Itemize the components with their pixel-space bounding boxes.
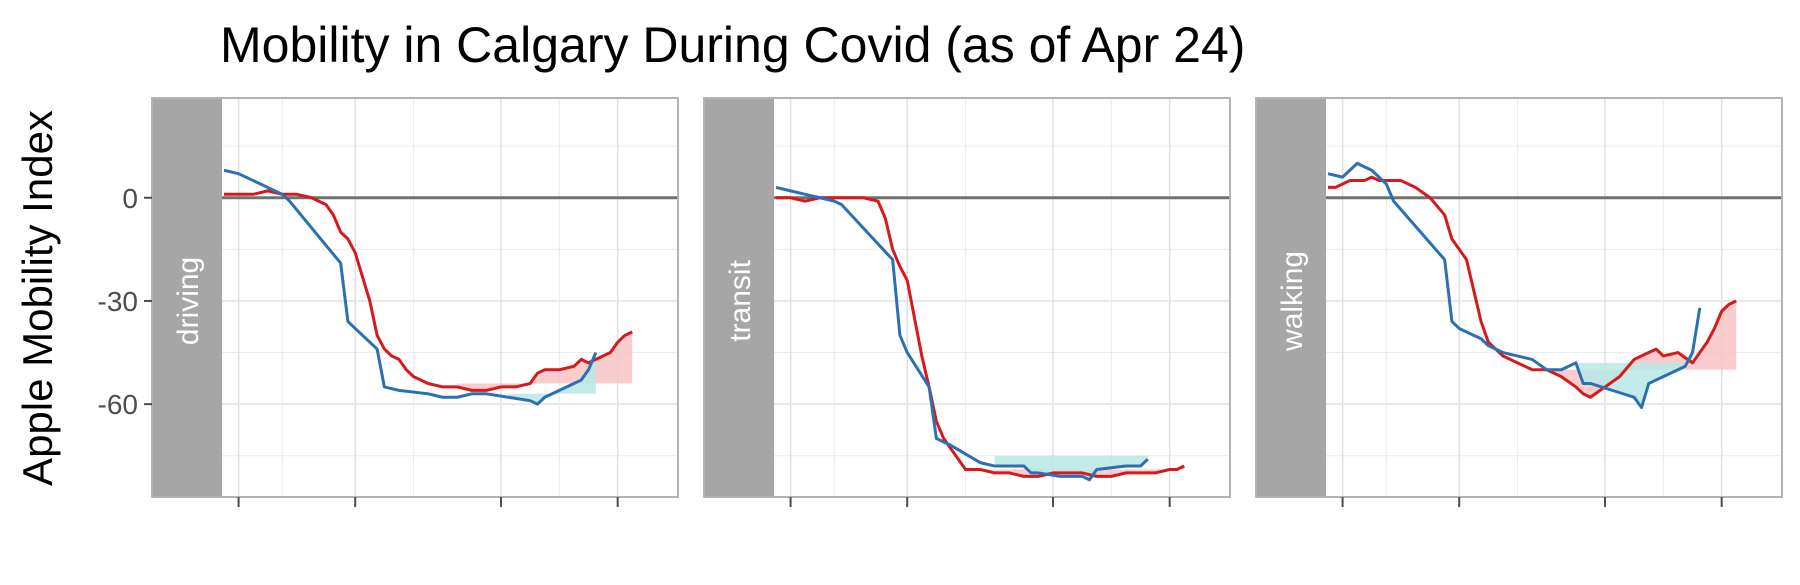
facet-label: transit — [724, 259, 757, 341]
cyan-shaded-area — [508, 352, 596, 405]
cyan-shaded-area — [1575, 352, 1693, 408]
panel-background — [152, 98, 678, 497]
panel-background — [1256, 98, 1782, 497]
y-tick-label: 0 — [122, 183, 138, 214]
facet-label: driving — [172, 257, 205, 345]
chart-title: Mobility in Calgary During Covid (as of … — [220, 17, 1245, 73]
panel-transit: transit — [703, 97, 1231, 507]
cyan-shaded-area — [994, 455, 1148, 480]
panel-border — [1255, 97, 1783, 498]
y-tick-label: -30 — [98, 286, 138, 317]
panel-border — [151, 97, 679, 498]
facet-strip — [152, 98, 222, 497]
red-series-line — [224, 189, 633, 392]
y-axis-label: Apple Mobility Index — [14, 110, 61, 486]
facet-strip — [704, 98, 774, 497]
panel-driving: driving 0 -30 -60 — [98, 97, 679, 507]
panel-border — [703, 97, 1231, 498]
blue-series-line — [223, 168, 598, 406]
facet-strip — [1256, 98, 1326, 497]
blue-series-line — [775, 185, 1149, 482]
panel-walking: walking — [1255, 97, 1783, 507]
panel-background — [704, 98, 1230, 497]
facet-label: walking — [1276, 251, 1309, 352]
y-tick-label: -60 — [98, 389, 138, 420]
red-series-line — [776, 196, 1185, 478]
blue-series-line — [1327, 161, 1702, 410]
